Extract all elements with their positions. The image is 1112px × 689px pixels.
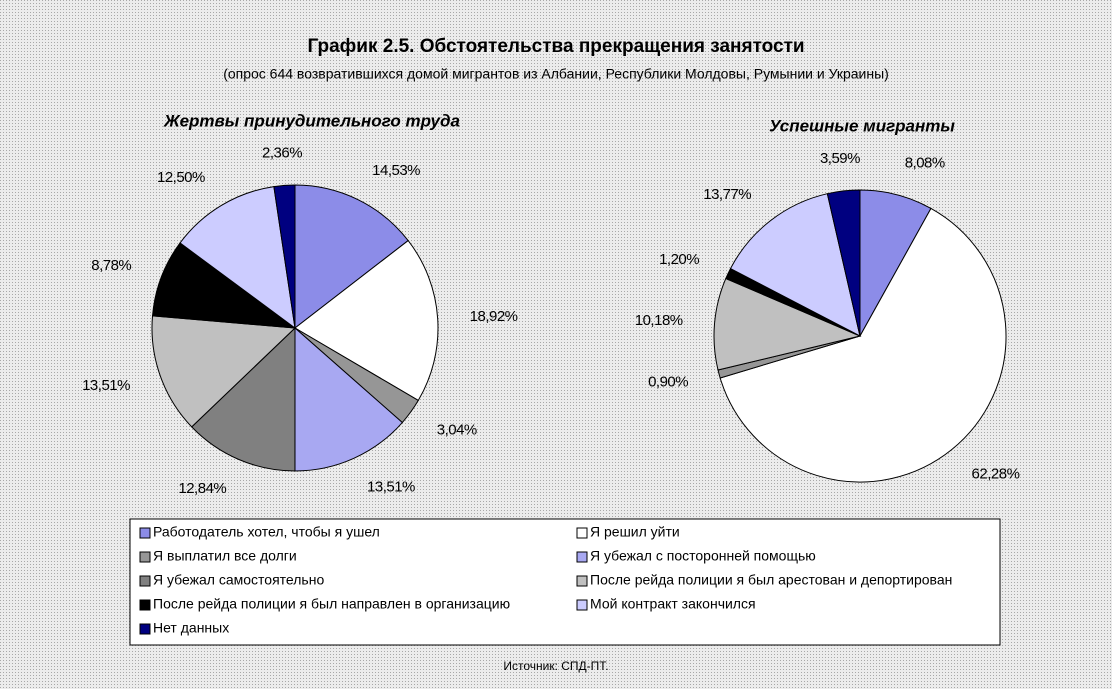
data-label: 18,92% <box>470 308 518 325</box>
data-label: 8,08% <box>905 155 945 172</box>
chart-title: График 2.5. Обстоятельства прекращения з… <box>307 36 804 57</box>
data-label: 12,50% <box>157 169 205 186</box>
legend-label: После рейда полиции я был направлен в ор… <box>153 596 510 612</box>
data-label: 13,77% <box>703 186 751 203</box>
data-label: 62,28% <box>972 466 1020 483</box>
pie-slice <box>179 186 296 330</box>
pie-slice <box>826 189 861 337</box>
legend-swatch <box>139 575 151 587</box>
legend-label: Нет данных <box>153 620 229 636</box>
legend-swatch <box>139 599 151 611</box>
pie-slice <box>294 239 439 402</box>
data-label: 0,90% <box>648 373 688 390</box>
pie-title: Жертвы принудительного труда <box>163 111 460 130</box>
data-label: 3,59% <box>820 150 860 167</box>
legend-label: Мой контракт закончился <box>590 596 756 612</box>
pie-slice <box>719 207 1007 483</box>
data-label: 14,53% <box>372 162 420 179</box>
legend-swatch <box>576 599 588 611</box>
legend-label: Я убежал самостоятельно <box>153 572 324 588</box>
legend-label: Я решил уйти <box>590 524 680 540</box>
pie-slice <box>273 184 296 329</box>
data-label: 10,18% <box>635 312 683 329</box>
pie-slice <box>729 193 861 337</box>
legend-label: После рейда полиции я был арестован и де… <box>590 572 952 588</box>
legend-swatch <box>139 623 151 635</box>
legend-swatch <box>576 575 588 587</box>
data-label: 1,20% <box>659 251 699 268</box>
data-label: 8,78% <box>91 257 131 274</box>
pie-slice <box>191 326 296 472</box>
legend-swatch <box>576 551 588 563</box>
chart-subtitle: (опрос 644 возвратившихся домой мигранто… <box>223 66 889 82</box>
legend-swatch <box>576 527 588 539</box>
pie-slice <box>294 326 404 472</box>
legend-swatch <box>139 527 151 539</box>
legend-label: Я выплатил все долги <box>153 548 297 564</box>
source: Источник: СПД-ПТ. <box>503 659 608 673</box>
pie-slice <box>151 315 297 428</box>
data-label: 13,51% <box>82 377 130 394</box>
pie-title: Успешные мигранты <box>769 116 955 135</box>
data-label: 3,04% <box>437 422 477 439</box>
data-label: 12,84% <box>178 480 226 497</box>
data-label: 2,36% <box>262 144 302 161</box>
legend-label: Работодатель хотел, чтобы я ушел <box>153 524 380 540</box>
pie-slice <box>713 277 862 371</box>
legend-box <box>129 518 1001 646</box>
legend-label: Я убежал с посторонней помощью <box>590 548 816 564</box>
data-label: 13,51% <box>367 478 415 495</box>
pie-slice <box>294 184 409 330</box>
legend-swatch <box>139 551 151 563</box>
